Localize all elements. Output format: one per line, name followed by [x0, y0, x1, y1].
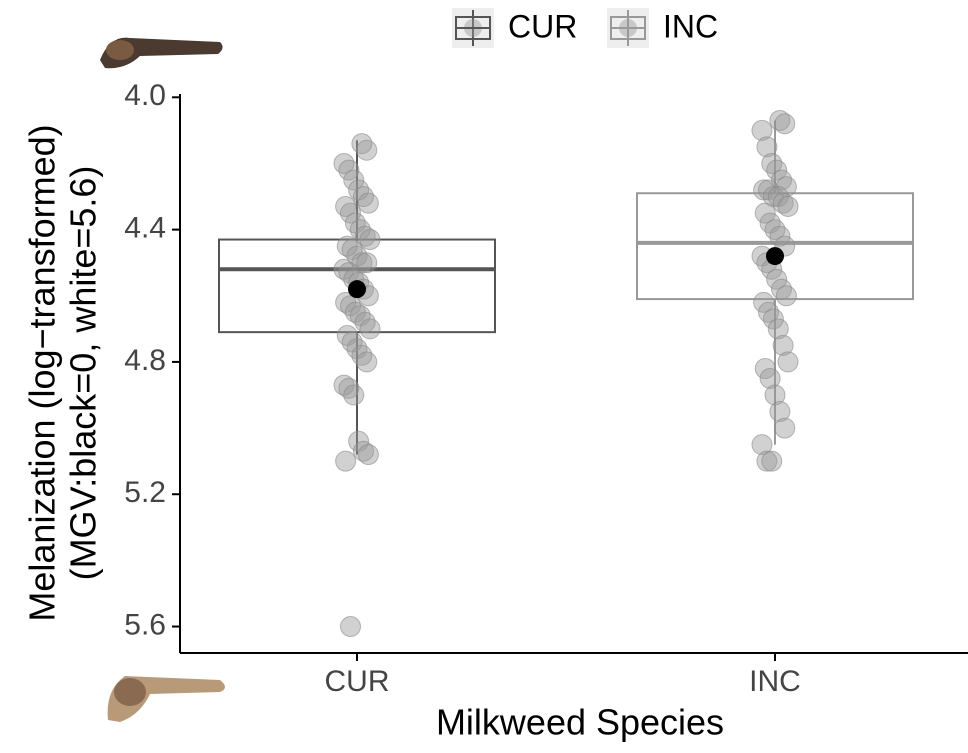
data-point	[764, 384, 786, 406]
data-point	[356, 252, 378, 274]
data-point	[762, 308, 784, 330]
legend-label: CUR	[508, 8, 577, 44]
data-point	[340, 616, 361, 638]
x-tick-label: CUR	[325, 665, 390, 698]
data-point	[766, 268, 788, 290]
data-point	[751, 434, 773, 456]
mean-point	[348, 280, 366, 299]
data-point	[359, 318, 381, 340]
data-point	[754, 202, 776, 224]
data-point	[759, 367, 781, 389]
y-tick-label: 4.0	[124, 79, 166, 112]
data-point	[754, 358, 776, 380]
data-point	[753, 291, 775, 313]
moth-icon-bottom	[107, 676, 225, 722]
data-point	[343, 384, 365, 406]
data-point	[751, 119, 773, 141]
y-axis-title: (MGV:black=0, white=5.6)	[63, 166, 104, 581]
y-tick-label: 4.4	[124, 212, 166, 245]
data-point	[335, 450, 357, 472]
data-point	[359, 229, 381, 251]
x-axis-title: Milkweed Species	[436, 702, 724, 743]
data-point	[340, 202, 361, 224]
data-point	[756, 450, 778, 472]
data-point	[772, 334, 794, 356]
y-tick-label: 5.6	[124, 608, 166, 641]
moth-icon-top	[100, 37, 223, 69]
data-point	[769, 225, 791, 247]
x-tick-label: INC	[749, 665, 801, 698]
legend-item: CUR	[452, 8, 577, 48]
data-point	[356, 351, 378, 373]
y-tick-label: 5.2	[124, 476, 166, 509]
legend-item: INC	[607, 8, 718, 48]
data-point	[769, 401, 791, 423]
y-axis-title: Melanization (log−transformed)	[22, 124, 63, 621]
y-tick-label: 4.8	[124, 344, 166, 377]
data-point	[356, 139, 378, 161]
data-point	[338, 159, 360, 181]
data-point	[774, 113, 796, 135]
data-point	[777, 351, 799, 373]
data-point	[756, 136, 778, 158]
data-point	[775, 285, 797, 307]
data-point	[343, 169, 365, 191]
mean-point	[766, 247, 784, 266]
legend-label: INC	[663, 8, 718, 44]
data-point	[761, 450, 783, 472]
data-point	[767, 318, 789, 340]
box	[636, 192, 914, 301]
data-point	[357, 192, 379, 214]
data-point	[766, 159, 788, 181]
data-point	[357, 444, 379, 466]
data-point	[777, 195, 799, 217]
data-point	[774, 417, 796, 439]
